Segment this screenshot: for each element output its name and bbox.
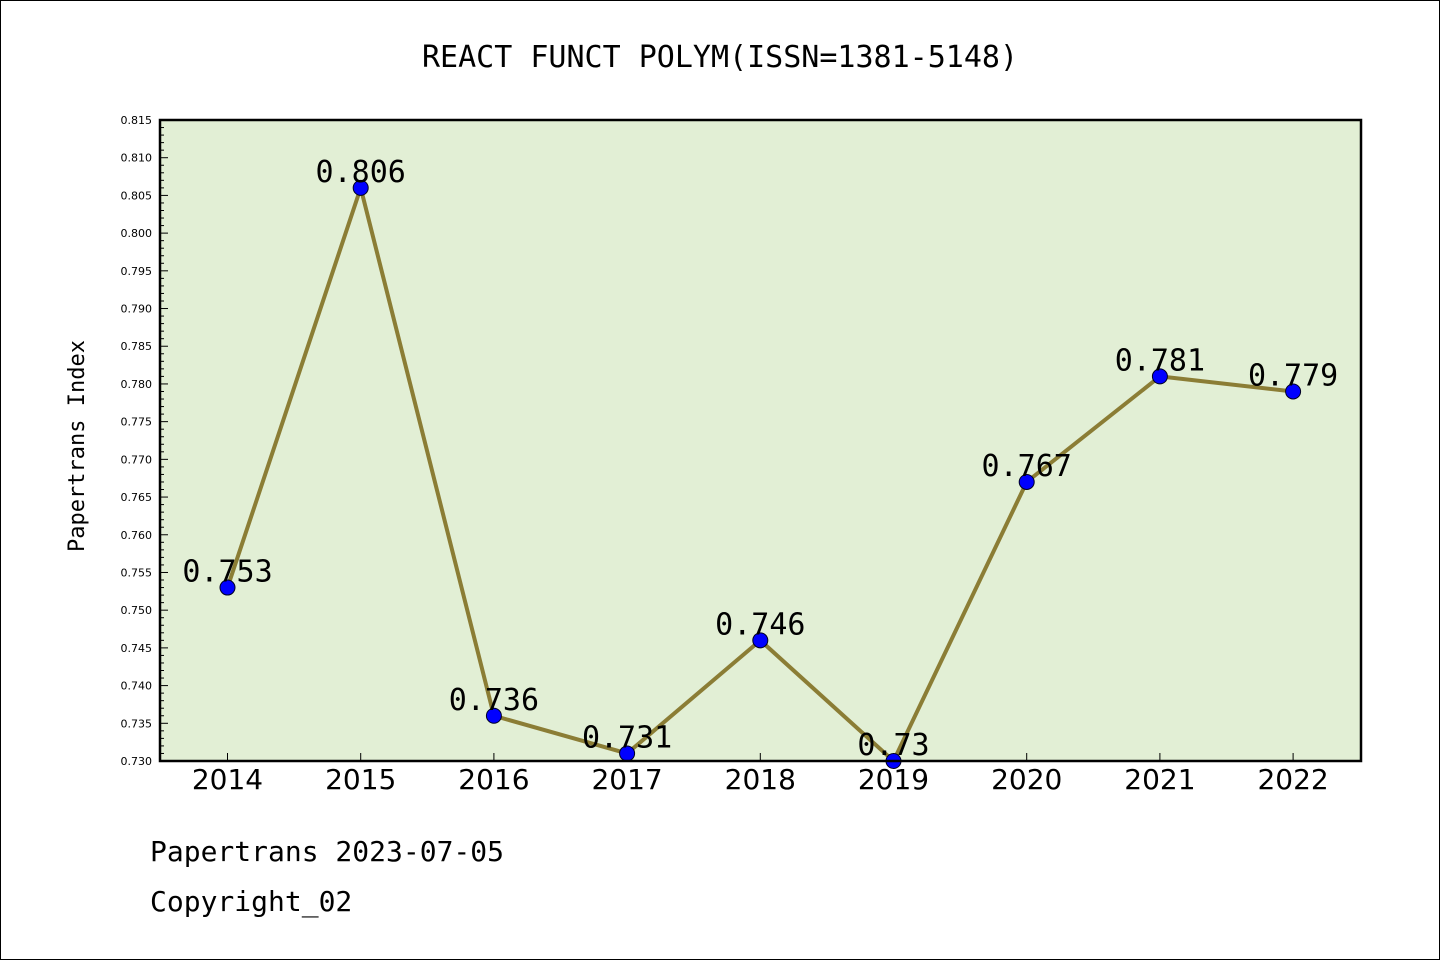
y-axis-label: Papertrans Index <box>65 340 90 552</box>
data-point-label: 0.73 <box>857 728 929 763</box>
data-point-marker <box>352 179 369 196</box>
y-tick-label: 0.775 <box>121 416 153 429</box>
y-tick-label: 0.735 <box>121 717 153 730</box>
x-tick-label: 2014 <box>192 763 263 796</box>
data-point-label: 0.806 <box>316 155 406 190</box>
y-tick-label: 0.815 <box>121 114 153 127</box>
y-tick-label: 0.785 <box>121 340 153 353</box>
y-tick-label: 0.805 <box>121 189 153 202</box>
y-tick-label: 0.760 <box>121 529 153 542</box>
x-axis-ticks: 2014 2015 2016 2017 2018 2019 2020 2021 2022 <box>192 753 1329 796</box>
y-tick-label: 0.780 <box>121 378 153 391</box>
y-tick-label: 0.800 <box>121 227 153 240</box>
x-tick-label: 2018 <box>725 763 796 796</box>
data-point-label: 0.753 <box>182 555 272 590</box>
data-point-label: 0.746 <box>715 607 805 642</box>
x-tick-label: 2020 <box>991 763 1062 796</box>
data-point-label: 0.767 <box>982 449 1072 484</box>
y-tick-label: 0.730 <box>121 755 153 768</box>
plot-border <box>158 118 1363 763</box>
y-tick-label: 0.810 <box>121 152 153 165</box>
y-axis-ticks: 0.730 0.735 0.740 0.745 0.750 0.755 0.760 0.765… <box>121 114 168 768</box>
y-tick-label: 0.750 <box>121 604 153 617</box>
x-tick-label: 2015 <box>325 763 396 796</box>
data-point-marker <box>485 707 502 724</box>
footer-date-line: Papertrans 2023-07-05 <box>150 835 505 868</box>
data-point-marker <box>1151 368 1168 385</box>
data-point-label: 0.731 <box>582 720 672 755</box>
data-labels: 0.753 0.806 0.736 0.731 0.746 0.73 0.767 0.781 0… <box>182 155 1338 763</box>
y-tick-label: 0.790 <box>121 303 153 316</box>
data-point-marker <box>219 579 236 596</box>
footer-copyright: Copyright_02 <box>150 885 353 918</box>
y-tick-label: 0.740 <box>121 680 153 693</box>
chart-title: REACT FUNCT POLYM(ISSN=1381-5148) <box>422 40 1018 75</box>
y-tick-label: 0.795 <box>121 265 153 278</box>
x-tick-label: 2022 <box>1257 763 1328 796</box>
y-tick-label: 0.765 <box>121 491 153 504</box>
data-point-marker <box>752 632 769 649</box>
data-point-marker <box>1285 383 1302 400</box>
data-point-marker <box>1018 473 1035 490</box>
y-tick-label: 0.755 <box>121 566 153 579</box>
data-point-label: 0.736 <box>449 683 539 718</box>
data-point-label: 0.781 <box>1115 343 1205 378</box>
data-point-label: 0.779 <box>1248 358 1338 393</box>
data-markers <box>219 179 1302 769</box>
x-tick-label: 2016 <box>458 763 529 796</box>
x-tick-label: 2017 <box>591 763 662 796</box>
y-tick-label: 0.770 <box>121 453 153 466</box>
plot-area <box>160 120 1361 761</box>
y-tick-label: 0.745 <box>121 642 153 655</box>
x-tick-label: 2021 <box>1124 763 1195 796</box>
